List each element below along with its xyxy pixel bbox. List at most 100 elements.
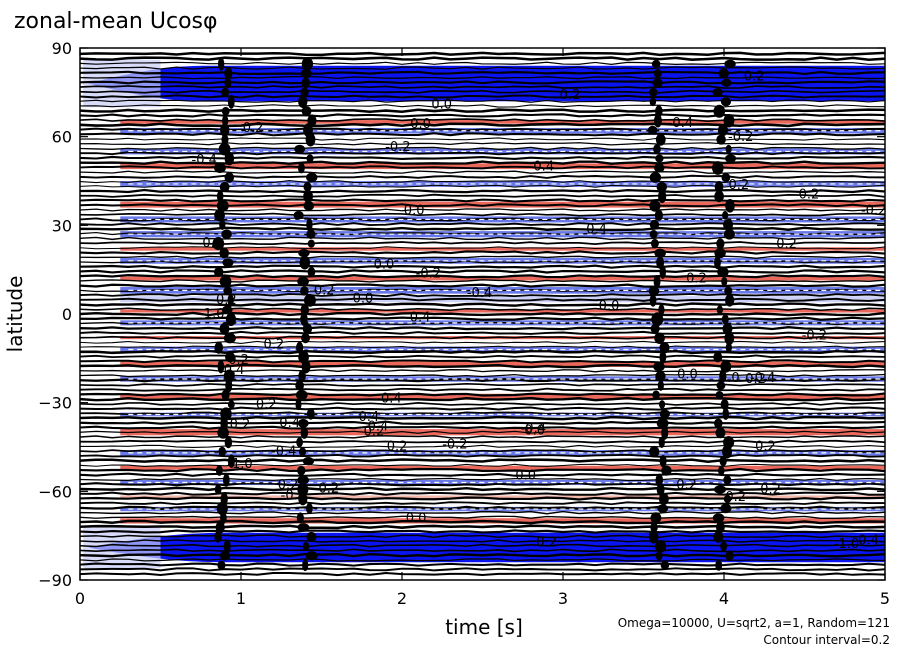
vertical-contour-blob [303, 182, 312, 192]
contour-line [80, 75, 885, 80]
contour-line [80, 326, 885, 331]
vertical-contour-blob [221, 106, 230, 116]
vertical-contour-blob [649, 229, 658, 239]
vertical-contour-blob [716, 134, 726, 145]
contour-line [80, 151, 885, 156]
vertical-contour-blob [714, 485, 727, 494]
plot-area: 0.00.2-0.4-0.20.20.0-1.00.20.20.0-0.40.2… [79, 47, 886, 581]
contour-line [80, 444, 885, 449]
vertical-contour-blob [724, 331, 735, 346]
contour-line [80, 222, 885, 227]
contour-line [80, 571, 885, 577]
vertical-contour-blob [306, 229, 316, 239]
contour-value-label: 0.0 [599, 299, 620, 314]
y-axis: −90 −60 −30 0 30 60 90 [38, 39, 885, 590]
vertical-contour-blob [650, 512, 662, 524]
vertical-contour-blob [651, 312, 664, 327]
contour-value-label: -0.4 [219, 363, 244, 378]
contour-line [80, 250, 885, 255]
vertical-contour-blob [307, 266, 316, 278]
contour-line [80, 137, 885, 141]
contour-lines [80, 51, 885, 577]
contour-value-label: 0.2 [216, 293, 237, 308]
contour-line [80, 539, 885, 543]
vertical-contour-blob [297, 276, 309, 287]
contour-line [80, 491, 885, 496]
vertical-contour-blob [225, 312, 236, 327]
x-tick-label: 0 [75, 589, 85, 608]
vertical-contour-blob [660, 560, 670, 570]
contour-value-label: -0.4 [275, 416, 300, 431]
vertical-contour-blob [714, 180, 724, 193]
vertical-contour-blob [720, 97, 732, 107]
contour-value-label: -0.4 [529, 160, 554, 175]
contour-value-label: 0.2 [536, 536, 557, 551]
vertical-contour-blob [221, 305, 233, 314]
vertical-contour-blob [724, 59, 736, 69]
contour-value-label: -0.2 [224, 353, 249, 368]
vertical-contour-blob [214, 209, 225, 222]
vertical-contour-blob [302, 559, 309, 572]
contour-line [80, 241, 885, 245]
contour-line [80, 302, 885, 307]
contour-value-label: 0.2 [387, 439, 408, 454]
contour-line [80, 165, 885, 170]
contour-value-label: 0.0 [404, 203, 425, 218]
vertical-contour-blob [649, 199, 661, 212]
contour-band [120, 495, 885, 500]
vertical-contour-blob [302, 456, 315, 466]
contour-line [80, 425, 885, 430]
vertical-contour-blob [721, 172, 731, 183]
contour-value-label: 0.2 [728, 178, 749, 193]
vertical-contour-blob [305, 551, 318, 561]
contour-line [80, 406, 885, 411]
contour-line [80, 396, 885, 402]
contour-line [80, 113, 885, 118]
x-tick-label: 5 [880, 589, 890, 608]
vertical-contour-blob [716, 305, 723, 315]
contour-line [80, 453, 885, 458]
vertical-contour-blob [725, 199, 735, 213]
contour-line [80, 316, 885, 321]
vertical-contour-blob [219, 550, 231, 561]
contour-band [120, 479, 885, 486]
contour-band [120, 148, 885, 155]
contour-value-label: -0.4 [405, 310, 430, 325]
contour-line [80, 340, 885, 344]
contour-value-label: 0.2 [202, 236, 223, 251]
contour-line [80, 552, 885, 558]
vertical-contour-blob [656, 256, 665, 269]
contour-line [80, 363, 885, 369]
contour-line [80, 279, 885, 283]
vertical-contour-blob [725, 154, 737, 163]
vertical-contour-blob [302, 323, 313, 335]
vertical-contour-blob [224, 77, 232, 89]
vertical-contour-blob [659, 454, 667, 468]
vertical-contour-blob [657, 380, 664, 391]
contour-line [80, 567, 885, 572]
vertical-contour-blob [303, 123, 314, 137]
contour-line [80, 435, 885, 439]
vertical-contour-blob [213, 267, 224, 277]
vertical-contour-blob [300, 68, 312, 79]
vertical-contour-blob [222, 115, 229, 127]
contour-band [120, 181, 885, 187]
contour-line [80, 193, 885, 198]
vertical-contour-blob [649, 172, 662, 183]
vertical-contour-blob [654, 332, 665, 344]
x-tick-label: 3 [558, 589, 568, 608]
vertical-contour-blob [653, 144, 661, 154]
vertical-contour-blob [298, 350, 309, 364]
vertical-contour-blob [298, 95, 308, 108]
vertical-contour-blob [721, 314, 729, 325]
contour-value-label: -0.4 [363, 420, 388, 435]
contour-line [80, 472, 885, 477]
contour-line [80, 269, 885, 274]
contour-value-label: -0.2 [442, 438, 467, 453]
vertical-contour-blob [296, 512, 304, 524]
vertical-contour-blob [712, 161, 724, 175]
contour-line [80, 122, 885, 128]
vertical-contour-blob [725, 144, 732, 154]
contour-line [80, 255, 885, 260]
contour-line [80, 449, 885, 454]
